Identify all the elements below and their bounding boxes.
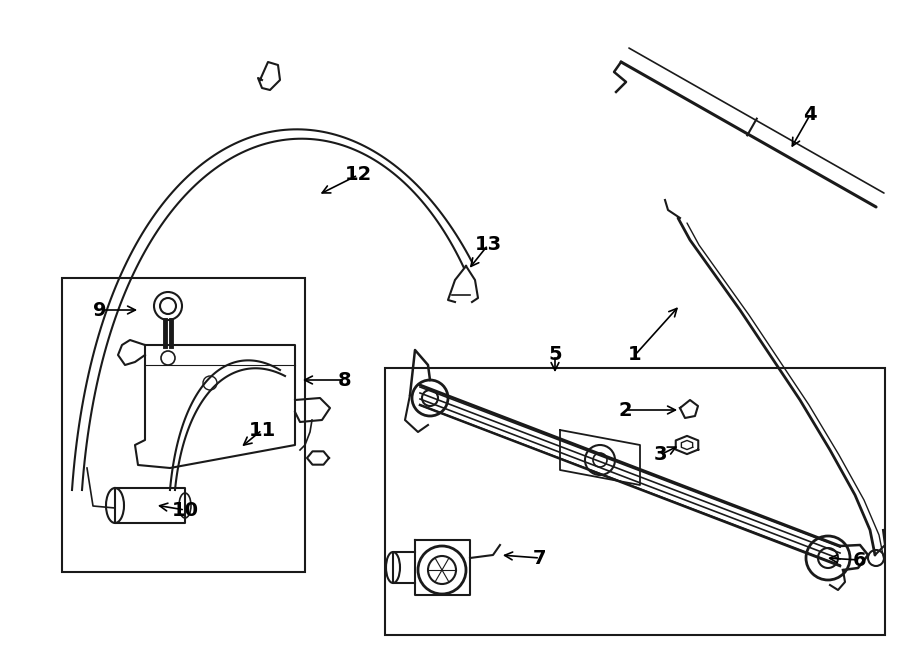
- Bar: [62, 278, 305, 572]
- Text: 8: 8: [338, 371, 352, 389]
- Text: 5: 5: [548, 346, 562, 364]
- Text: 4: 4: [803, 106, 817, 124]
- Text: 6: 6: [853, 551, 867, 570]
- Text: 10: 10: [172, 500, 199, 520]
- Text: 7: 7: [533, 549, 547, 568]
- Text: 9: 9: [94, 301, 107, 319]
- Text: 13: 13: [474, 235, 501, 254]
- Text: 1: 1: [628, 346, 642, 364]
- Text: 3: 3: [653, 446, 667, 465]
- Text: 11: 11: [248, 420, 275, 440]
- Text: 2: 2: [618, 401, 632, 420]
- Bar: [385, 368, 885, 635]
- Text: 12: 12: [345, 165, 372, 184]
